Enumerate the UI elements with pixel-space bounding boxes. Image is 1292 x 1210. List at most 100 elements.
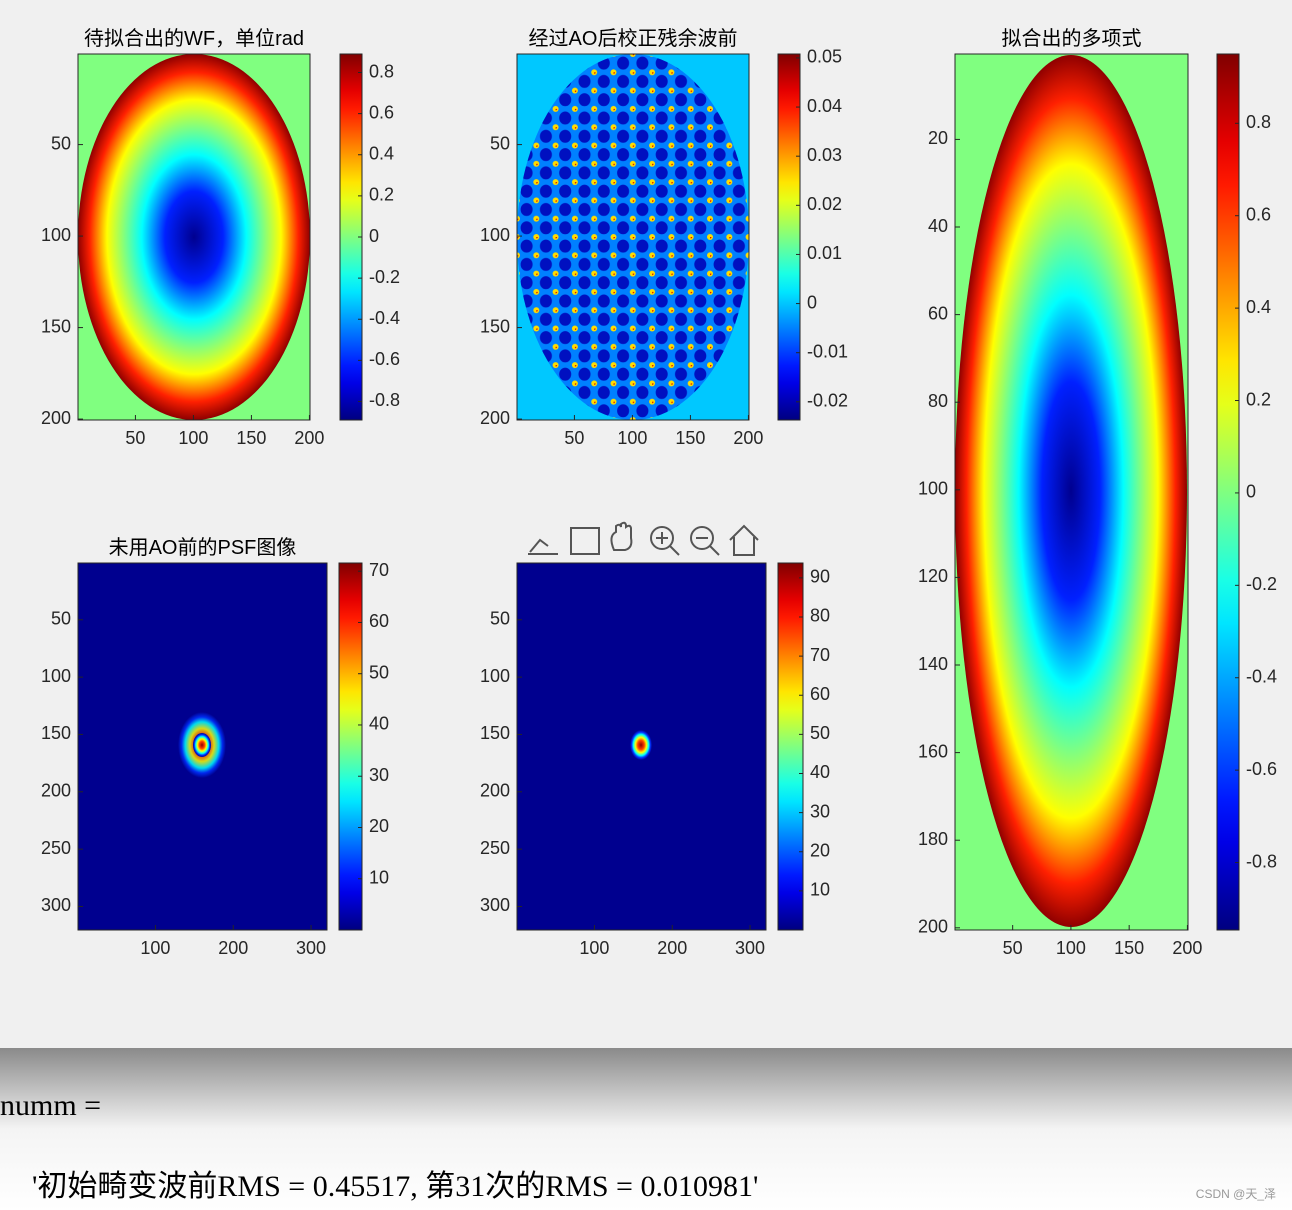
zoom-in-icon[interactable] xyxy=(650,526,674,550)
axes-box xyxy=(516,53,750,421)
y-tick-label: 100 xyxy=(480,225,510,245)
y-tick-label: 20 xyxy=(928,128,948,148)
watermark: CSDN @天_泽 xyxy=(1196,1187,1276,1201)
y-tick-label: 200 xyxy=(41,408,71,428)
colorbar-tick-label: 20 xyxy=(369,816,389,836)
colorbar-tick-label: 50 xyxy=(369,662,389,682)
x-tick-label: 200 xyxy=(218,938,248,958)
colorbar-tick-label: 40 xyxy=(369,714,389,734)
colorbar-tick-label: -0.01 xyxy=(807,341,848,361)
x-tick-label: 100 xyxy=(579,938,609,958)
console-var: numm = xyxy=(0,1089,101,1122)
x-tick-label: 150 xyxy=(1114,938,1144,958)
colorbar-tick-label: 0.01 xyxy=(807,243,842,263)
colorbar-tick-label: 50 xyxy=(810,723,830,743)
colorbar-tick-label: -0.8 xyxy=(369,390,400,410)
colorbar-tick-label: 0.04 xyxy=(807,96,842,116)
y-tick-label: 160 xyxy=(918,741,948,761)
datatip-icon[interactable] xyxy=(570,527,600,555)
colorbar xyxy=(777,562,804,931)
y-tick-label: 50 xyxy=(51,133,71,153)
chart-title: 待拟合出的WF，单位rad xyxy=(84,27,304,50)
y-tick-label: 200 xyxy=(480,781,510,801)
zoom-out-icon[interactable] xyxy=(690,526,714,550)
colorbar-tick-label: 20 xyxy=(810,840,830,860)
colorbar-tick-label: 0.8 xyxy=(1246,112,1271,132)
x-tick-label: 150 xyxy=(236,428,266,448)
y-tick-label: 50 xyxy=(51,609,71,629)
axes-box xyxy=(954,53,1189,931)
y-tick-label: 200 xyxy=(41,781,71,801)
colorbar-tick-label: 60 xyxy=(369,611,389,631)
axes-box xyxy=(516,562,767,931)
colorbar-tick-label: -0.4 xyxy=(1246,666,1277,686)
colorbar-tick-label: 0.6 xyxy=(1246,204,1271,224)
colorbar xyxy=(338,562,363,931)
y-tick-label: 150 xyxy=(480,316,510,336)
x-tick-label: 200 xyxy=(733,428,763,448)
export-icon[interactable] xyxy=(528,538,558,555)
y-tick-label: 150 xyxy=(41,723,71,743)
colorbar-tick-label: 30 xyxy=(810,801,830,821)
colorbar-tick-label: 30 xyxy=(369,765,389,785)
y-tick-label: 80 xyxy=(928,391,948,411)
images xyxy=(78,54,1188,930)
colorbar-tick-label: 0.02 xyxy=(807,194,842,214)
y-tick-label: 250 xyxy=(480,838,510,858)
image xyxy=(78,54,310,420)
x-tick-label: 100 xyxy=(178,428,208,448)
colorbar-tick-label: 80 xyxy=(810,606,830,626)
colorbar-tick-label: -0.6 xyxy=(1246,759,1277,779)
colorbar-tick-label: -0.4 xyxy=(369,308,400,328)
y-tick-label: 300 xyxy=(41,895,71,915)
colorbar-tick-label: 70 xyxy=(810,645,830,665)
colorbar-tick-label: 10 xyxy=(369,867,389,887)
y-tick-label: 300 xyxy=(480,895,510,915)
x-tick-label: 300 xyxy=(735,938,765,958)
colorbar-tick-label: 70 xyxy=(369,560,389,580)
colorbar-tick-label: 0.8 xyxy=(369,61,394,81)
x-tick-label: 300 xyxy=(296,938,326,958)
y-tick-label: 60 xyxy=(928,303,948,323)
image xyxy=(630,730,652,760)
colorbar-tick-label: -0.02 xyxy=(807,391,848,411)
y-tick-label: 40 xyxy=(928,216,948,236)
console-output: '初始畸变波前RMS = 0.45517, 第31次的RMS = 0.01098… xyxy=(32,1170,758,1203)
home-icon[interactable] xyxy=(729,524,759,556)
y-tick-label: 150 xyxy=(480,723,510,743)
y-tick-label: 50 xyxy=(490,609,510,629)
x-tick-label: 100 xyxy=(140,938,170,958)
colorbar-tick-label: 60 xyxy=(810,684,830,704)
colorbar-tick-label: 0 xyxy=(369,226,379,246)
colorbar-tick-label: 0 xyxy=(1246,482,1256,502)
colorbar-tick-label: 90 xyxy=(810,567,830,587)
y-tick-label: 150 xyxy=(41,316,71,336)
image xyxy=(955,55,1187,927)
colorbar-tick-label: 0.2 xyxy=(1246,389,1271,409)
colorbar-tick-label: -0.2 xyxy=(1246,574,1277,594)
colorbar xyxy=(777,53,801,421)
colorbar-tick-label: 0.4 xyxy=(1246,297,1271,317)
pan-icon[interactable] xyxy=(610,521,633,551)
toolbar xyxy=(528,521,759,556)
colorbar-tick-label: 0 xyxy=(807,292,817,312)
colorbar-tick-label: -0.2 xyxy=(369,267,400,287)
x-tick-label: 200 xyxy=(657,938,687,958)
y-tick-label: 100 xyxy=(918,479,948,499)
colorbar-tick-label: -0.8 xyxy=(1246,851,1277,871)
colorbar-tick-label: 0.4 xyxy=(369,144,394,164)
x-tick-label: 200 xyxy=(294,428,324,448)
image xyxy=(193,733,211,757)
colorbar-tick-label: 10 xyxy=(810,880,830,900)
y-tick-label: 50 xyxy=(490,133,510,153)
y-tick-label: 140 xyxy=(918,654,948,674)
x-tick-label: 200 xyxy=(1172,938,1202,958)
colorbar-tick-label: 0.03 xyxy=(807,145,842,165)
x-tick-label: 50 xyxy=(1003,938,1023,958)
y-tick-label: 100 xyxy=(480,666,510,686)
colorbar-tick-label: 0.6 xyxy=(369,102,394,122)
chart-title: 拟合出的多项式 xyxy=(1002,27,1142,50)
colorbar-tick-label: 0.05 xyxy=(807,47,842,67)
x-tick-label: 50 xyxy=(125,428,145,448)
